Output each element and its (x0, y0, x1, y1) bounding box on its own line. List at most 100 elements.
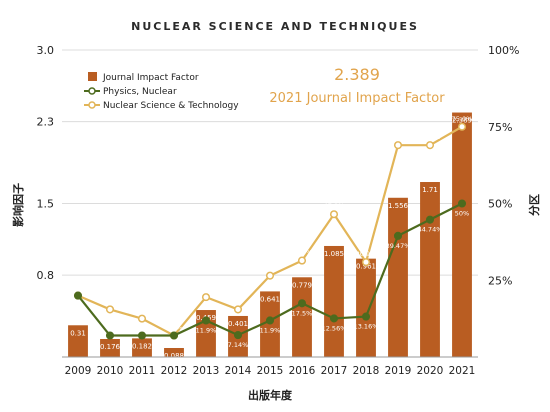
x-tick-label: 2011 (129, 365, 156, 377)
point-value-label: 44.74% (418, 226, 443, 234)
bar-2009 (68, 325, 88, 357)
x-tick-label: 2019 (385, 365, 412, 377)
x-tick-label: 2016 (289, 365, 316, 377)
y-tick-label: 3.0 (37, 44, 55, 57)
series-point (201, 293, 211, 302)
point-value-label: 47.8% (324, 202, 345, 210)
series-point (425, 215, 435, 224)
bar-value-label: 0.176 (100, 343, 121, 351)
x-tick-label: 2020 (417, 365, 444, 377)
series-point (329, 210, 339, 219)
axes: 0.8 1.5 2.3 3.0 25% 50% 75% 100% 2009 2010 2011 201… (37, 44, 520, 377)
point-value-label: 11.9% (196, 326, 217, 334)
point-value-label: 10.5% (132, 307, 153, 315)
series-point (361, 312, 371, 321)
point-value-label: 7.14% (228, 341, 249, 349)
legend-swatch-physics-marker (88, 87, 96, 95)
chart-title: NUCLEAR SCIENCE AND TECHNIQUES (131, 20, 419, 33)
point-value-label: 69.1% (420, 133, 441, 141)
x-tick-label: 2021 (449, 365, 476, 377)
bar-series: 0.310.1760.1820.0880.4590.4010.6410.7791… (68, 112, 472, 360)
bar-value-label: 1.71 (422, 186, 438, 194)
series-point (233, 305, 243, 314)
series-point (457, 199, 467, 208)
y2-tick-label: 100% (488, 44, 519, 57)
point-value-label: 20.0% (68, 284, 89, 292)
series-point (425, 141, 435, 150)
x-tick-label: 2018 (353, 365, 380, 377)
y2-tick-label: 75% (488, 121, 512, 134)
point-value-label: 31.4% (292, 249, 313, 257)
legend-label-impact-factor: Journal Impact Factor (102, 73, 199, 83)
bar-2016 (292, 277, 312, 357)
bar-2020 (420, 182, 440, 357)
y-axis-label: 影响因子 (11, 183, 25, 227)
highlight-value: 2.389 (334, 65, 380, 84)
point-value-label: 13.16% (354, 323, 379, 331)
bar-2012 (164, 347, 184, 357)
y-tick-label: 2.3 (37, 116, 55, 129)
series-point (169, 331, 179, 340)
x-tick-label: 2013 (193, 365, 220, 377)
point-value-label: 30.9% (356, 250, 377, 258)
legend-swatch-nst-marker (88, 101, 96, 109)
x-tick-label: 2014 (225, 365, 252, 377)
x-tick-label: 2010 (97, 365, 124, 377)
point-value-label: 19.5% (196, 285, 217, 293)
series-point (105, 305, 115, 314)
legend: Journal Impact Factor Physics, Nuclear N… (84, 72, 239, 111)
bar-value-label: 0.401 (228, 320, 248, 328)
bar-2018 (356, 258, 376, 357)
series-point (73, 291, 83, 300)
bar-2019 (388, 197, 408, 357)
series-point (201, 316, 211, 325)
bar-value-label: 0.641 (260, 295, 280, 303)
y-tick-label: 0.8 (37, 269, 55, 282)
bar-2021 (452, 112, 472, 357)
bar-value-label: 1.556 (388, 202, 409, 210)
series-point (297, 299, 307, 308)
x-tick-label: 2017 (321, 365, 348, 377)
series-point (457, 122, 467, 131)
point-value-label: 15.0% (100, 297, 121, 305)
series-point (297, 256, 307, 265)
point-value-label: 26.6% (260, 264, 281, 272)
point-value-label: 50% (455, 210, 469, 218)
bar-value-label: 0.182 (132, 342, 152, 350)
highlight-label: 2021 Journal Impact Factor (269, 91, 445, 106)
y2-tick-label: 50% (488, 198, 512, 211)
bar-2010 (100, 338, 120, 357)
series-point (361, 258, 371, 267)
bar-2011 (132, 338, 152, 357)
point-value-label: 75.0% (452, 115, 473, 123)
point-value-label: 12.56% (322, 324, 347, 332)
series-point (137, 331, 147, 340)
bar-value-label: 0.088 (164, 352, 184, 360)
legend-swatch-impact-factor (88, 72, 97, 81)
bar-value-label: 0.779 (292, 281, 312, 289)
x-tick-label: 2015 (257, 365, 284, 377)
legend-label-nst: Nuclear Science & Technology (103, 101, 239, 111)
x-tick-label: 2009 (65, 365, 92, 377)
series-point (105, 331, 115, 340)
series-point (393, 141, 403, 150)
y-tick-label: 1.5 (37, 198, 55, 211)
bar-2017 (324, 245, 344, 357)
y2-axis-label: 分区 (527, 194, 541, 216)
x-axis-label: 出版年度 (248, 388, 293, 402)
grid-lines (62, 49, 478, 276)
point-value-label: 7.0% (166, 324, 183, 332)
bar-value-label: 0.961 (356, 263, 376, 271)
point-value-label: 11.9% (260, 326, 281, 334)
legend-label-physics-nuclear: Physics, Nuclear (103, 87, 177, 97)
x-tick-label: 2012 (161, 365, 188, 377)
series-point (233, 331, 243, 340)
y2-tick-label: 25% (488, 274, 512, 287)
bar-value-label: 2.389 (452, 117, 472, 125)
bar-value-label: 1.085 (324, 250, 344, 258)
line-series: 20.0% 15.0% 10.5% 7.0% 19.5% 26.6% 31.4% 47.8% 3… (68, 115, 473, 349)
point-value-label: 39.47% (386, 242, 411, 250)
bar-value-label: 0.31 (70, 329, 86, 337)
series-point (137, 314, 147, 323)
series-point (329, 314, 339, 323)
